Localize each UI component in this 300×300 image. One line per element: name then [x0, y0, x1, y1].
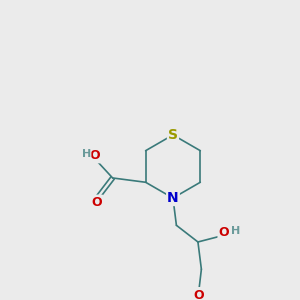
- Text: O: O: [193, 289, 204, 300]
- Text: H: H: [82, 149, 91, 159]
- Text: H: H: [231, 226, 240, 236]
- Text: N: N: [167, 191, 179, 205]
- Text: O: O: [218, 226, 229, 239]
- Text: O: O: [92, 196, 102, 208]
- Text: S: S: [168, 128, 178, 142]
- Text: O: O: [89, 149, 100, 162]
